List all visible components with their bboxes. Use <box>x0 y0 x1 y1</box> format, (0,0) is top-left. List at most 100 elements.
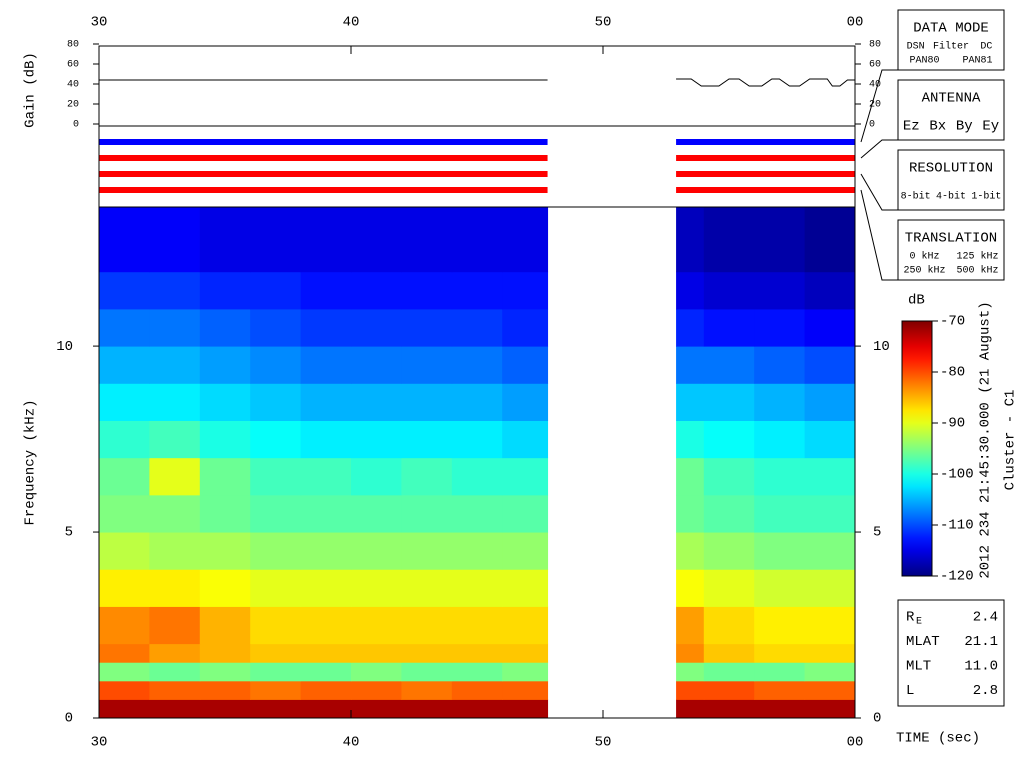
colorbar-tick-label: -90 <box>940 416 965 432</box>
spectrogram-cell <box>502 662 549 682</box>
legend-box <box>897 9 1005 71</box>
spectrogram-cell <box>703 308 755 347</box>
spectrogram-cell <box>351 494 402 533</box>
spectrogram-cell <box>149 346 201 384</box>
spectrogram-cell <box>149 308 201 347</box>
spectrogram-cell <box>703 606 755 645</box>
spectrogram-cell <box>199 532 251 570</box>
spectrogram-cell <box>676 662 705 682</box>
spectrogram-cell <box>99 383 150 421</box>
spectrogram-cell <box>300 308 352 347</box>
spectrogram-cell <box>250 569 302 607</box>
spectrogram-cell <box>676 699 705 719</box>
spectrogram-cell <box>199 569 251 607</box>
spectrogram-cell <box>451 643 503 663</box>
spectrogram-cell <box>754 569 806 607</box>
spectrogram-cell <box>250 606 302 645</box>
spectrogram-cell <box>451 207 503 273</box>
spectrogram-cell <box>804 420 856 459</box>
spectrogram-cell <box>676 569 705 607</box>
spectrogram-cell <box>451 420 503 459</box>
spectrogram-cell <box>149 383 201 421</box>
spectrogram-cell <box>703 420 755 459</box>
spectrogram-cell <box>401 699 453 719</box>
spectrogram-cell <box>451 699 503 719</box>
legend-item: 125 kHz <box>956 251 998 263</box>
spectrogram-cell <box>676 308 705 347</box>
info-value: 2.8 <box>973 683 998 699</box>
spectrogram-cell <box>451 308 503 347</box>
spectrogram-cell <box>401 494 453 533</box>
spectrogram-cell <box>250 643 302 663</box>
spectrogram-cell <box>804 606 856 645</box>
spectrogram-cell <box>149 532 201 570</box>
spectrogram-cell <box>250 699 302 719</box>
info-value: 11.0 <box>964 659 998 675</box>
spectrogram-cell <box>676 532 705 570</box>
spectrogram-cell <box>250 271 302 310</box>
info-label: MLT <box>906 659 931 675</box>
spectrogram-cell <box>300 383 352 421</box>
spectrogram-cell <box>199 606 251 645</box>
spectrogram-cell <box>703 207 755 273</box>
spectrogram-cell <box>502 606 549 645</box>
spectrogram-cell <box>451 662 503 682</box>
spectrogram-cell <box>250 383 302 421</box>
legend-title: DATA MODE <box>913 21 989 37</box>
spectrogram-cell <box>99 680 150 700</box>
spectrogram-cell <box>502 643 549 663</box>
spectrogram-cell <box>300 532 352 570</box>
spectrogram-cell <box>676 420 705 459</box>
spectrogram-cell <box>300 457 352 496</box>
spectrogram-cell <box>804 680 856 700</box>
spectrogram-cell <box>149 420 201 459</box>
legend-box <box>897 149 1005 211</box>
spectrogram-cell <box>804 494 856 533</box>
connector <box>860 69 898 143</box>
spectrogram-cell <box>300 494 352 533</box>
spectrogram-cell <box>351 346 402 384</box>
spectrogram-cell <box>804 643 856 663</box>
spectrogram-cell <box>149 271 201 310</box>
spectrogram-cell <box>351 569 402 607</box>
connector <box>860 173 898 211</box>
legend-item: DC <box>980 42 992 53</box>
spectrogram-cell <box>351 699 402 719</box>
legend-item: 250 kHz <box>903 265 945 277</box>
info-label: R <box>906 610 915 626</box>
spectrogram-cell <box>199 308 251 347</box>
spectrogram-cell <box>703 680 755 700</box>
spectrogram-cell <box>199 643 251 663</box>
gain-tick-label: 40 <box>67 80 79 91</box>
x-tick-label: 40 <box>343 15 360 31</box>
spectrogram-cell <box>401 606 453 645</box>
spectrogram-cell <box>250 308 302 347</box>
spectrogram-cell <box>149 494 201 533</box>
spectrogram-cell <box>502 383 549 421</box>
spectrogram-cell <box>703 457 755 496</box>
spectrogram-cell <box>703 383 755 421</box>
gain-tick-label: 20 <box>67 100 79 111</box>
legend-item: DSN <box>907 42 925 53</box>
spectrogram-cell <box>250 680 302 700</box>
spectrogram-cell <box>804 662 856 682</box>
spectrogram-cell <box>250 494 302 533</box>
spectrogram-cell <box>149 643 201 663</box>
colorbar-tick-label: -110 <box>940 518 974 534</box>
legend-item: Bx <box>929 119 946 135</box>
spectrogram-cell <box>754 346 806 384</box>
spectrogram-cell <box>401 662 453 682</box>
spectrogram-cell <box>804 569 856 607</box>
spectrogram-cell <box>804 699 856 719</box>
legend-title: TRANSLATION <box>905 231 997 247</box>
spectrogram-cell <box>250 420 302 459</box>
spectrogram-cell <box>99 207 150 273</box>
gain-tick-label: 80 <box>869 40 881 51</box>
spectrogram-cell <box>676 457 705 496</box>
legend-item: PAN80 <box>909 56 939 67</box>
spectrogram-cell <box>99 308 150 347</box>
spectrogram-cell <box>250 662 302 682</box>
spectrogram-cell <box>401 420 453 459</box>
spectrogram-cell <box>300 346 352 384</box>
